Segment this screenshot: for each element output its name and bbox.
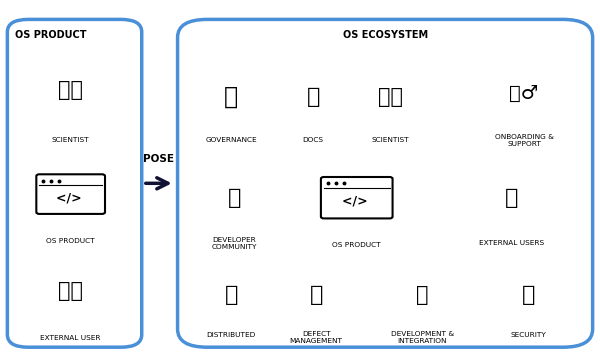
Text: SECURITY: SECURITY [510, 331, 546, 338]
Text: OS PRODUCT: OS PRODUCT [14, 30, 86, 40]
Text: DEVELOPER
COMMUNITY: DEVELOPER COMMUNITY [212, 237, 257, 250]
Text: 🏛: 🏛 [224, 85, 238, 109]
Text: 🧑‍🔬: 🧑‍🔬 [378, 87, 403, 107]
Text: </>: </> [342, 195, 372, 208]
Text: DEVELOPMENT &
INTEGRATION: DEVELOPMENT & INTEGRATION [391, 331, 454, 344]
Text: 🙋‍♂️: 🙋‍♂️ [509, 84, 539, 103]
Text: 🐛: 🐛 [310, 285, 323, 305]
Text: 🧑‍🔬: 🧑‍🔬 [58, 79, 83, 99]
Text: 👥: 👥 [505, 188, 519, 208]
FancyBboxPatch shape [321, 177, 392, 219]
Text: 🛡: 🛡 [521, 285, 535, 305]
Text: OS PRODUCT: OS PRODUCT [332, 241, 381, 248]
Text: SCIENTIST: SCIENTIST [372, 137, 410, 143]
FancyBboxPatch shape [7, 19, 142, 347]
FancyBboxPatch shape [37, 174, 105, 214]
Text: OS PRODUCT: OS PRODUCT [46, 238, 95, 244]
Text: POSE: POSE [143, 154, 174, 164]
Text: DEFECT
MANAGEMENT: DEFECT MANAGEMENT [290, 331, 343, 344]
Text: EXTERNAL USERS: EXTERNAL USERS [479, 240, 545, 246]
Text: DISTRIBUTED: DISTRIBUTED [206, 331, 256, 338]
Text: 🧑‍💻: 🧑‍💻 [58, 281, 83, 301]
Text: ONBOARDING &
SUPPORT: ONBOARDING & SUPPORT [494, 134, 553, 147]
Text: DOCS: DOCS [302, 137, 323, 143]
Text: SCIENTIST: SCIENTIST [52, 137, 89, 143]
Text: 🧱: 🧱 [416, 285, 428, 305]
Text: 🌍: 🌍 [224, 285, 238, 305]
Text: EXTERNAL USER: EXTERNAL USER [40, 335, 101, 341]
Text: OS ECOSYSTEM: OS ECOSYSTEM [343, 30, 428, 40]
Text: 📋: 📋 [307, 87, 320, 107]
Text: </>: </> [56, 191, 86, 204]
FancyBboxPatch shape [178, 19, 593, 347]
Text: GOVERNANCE: GOVERNANCE [206, 137, 257, 143]
Text: 👥: 👥 [227, 188, 241, 208]
